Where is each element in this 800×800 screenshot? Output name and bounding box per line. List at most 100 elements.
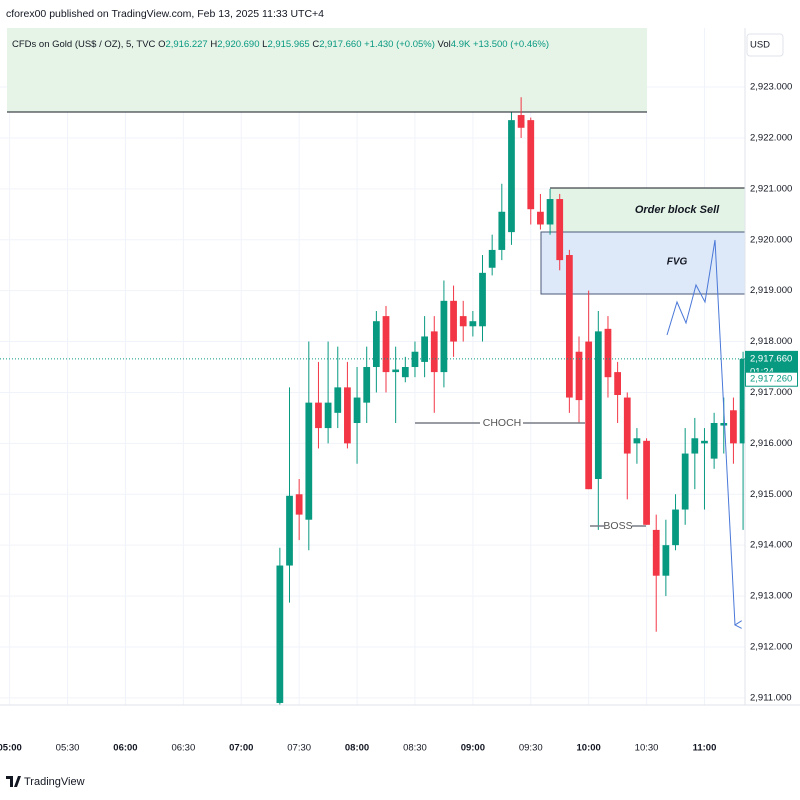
logo-icon [6,776,21,787]
candle-body [614,372,621,396]
legend-value: 4.9K [451,39,471,50]
candle-body [710,423,718,459]
y-tick-label: 2,919.000 [750,285,792,296]
legend-key: O [158,39,165,50]
legend: CFDs on Gold (US$ / OZ), 5, TVC O2,916.2… [12,39,549,50]
y-tick-label: 2,923.000 [750,82,792,93]
legend-symbol: CFDs on Gold (US$ / OZ), 5, TVC [12,39,156,50]
candle-body [469,321,477,327]
candle-body [546,199,554,225]
candle-body [450,300,457,342]
x-tick-label: 05:00 [0,743,22,754]
legend-change: +1.430 (+0.05%) [364,39,435,50]
y-tick-label: 2,912.000 [750,641,792,652]
candle-body [565,255,573,398]
currency[interactable]: USD [750,40,770,51]
legend-value: 2,920.690 [217,39,259,50]
y-tick-label: 2,911.000 [750,692,792,703]
candle-body [691,438,699,454]
price-tag-label: 2,917.660 [750,353,792,364]
x-tick-label: 06:00 [113,743,137,754]
x-tick-label: 08:00 [345,743,369,754]
logo-text: TradingView [24,776,85,788]
price-tag-label: 2,917.260 [750,374,792,385]
order-block-label: Order block Sell [635,204,720,216]
y-tick-label: 2,917.000 [750,387,792,398]
candle-body [411,351,419,368]
candle-body [527,120,535,210]
candle-body [488,249,496,268]
candle-body [720,423,728,426]
legend-key: C [312,39,319,50]
candle-body [633,438,641,444]
candle-body [305,402,313,520]
zone [7,28,647,112]
boss-label: BOSS [603,520,632,532]
candle-body [459,316,467,327]
candle-body [623,397,631,454]
fvg-label: FVG [667,257,688,268]
candle-body [701,440,708,444]
candle-body [681,453,689,510]
x-tick-label: 07:30 [287,743,311,754]
candle-body [372,321,380,368]
candle-body [662,545,670,576]
candle-body [324,402,332,429]
candle-body [430,331,438,373]
choch: CHOCH [415,417,585,429]
y-tick-label: 2,915.000 [750,489,792,500]
candle-body [479,272,486,327]
legend-key: Vol [438,39,451,50]
candle-body [643,440,650,525]
legend-key: H [210,39,217,50]
candle-body [392,369,400,373]
header: cforex00 published on TradingView.com, F… [6,8,324,20]
x-tick-label: 08:30 [403,743,427,754]
x-tick-label: 06:30 [171,743,195,754]
candle-body [575,351,583,401]
candle-body [353,397,361,424]
x-tick-label: 10:00 [577,743,601,754]
y-tick-label: 2,913.000 [750,591,792,602]
y-tick-label: 2,922.000 [750,132,792,143]
candle-body [498,211,506,250]
boss: BOSS [590,520,646,532]
candle-body [401,367,409,378]
y-tick-label: 2,921.000 [750,183,792,194]
candle-body [382,316,390,373]
candle-body [334,387,342,413]
price-tag [745,371,798,387]
x-tick-label: 07:00 [229,743,253,754]
order-block [550,188,745,232]
candle-body [315,402,322,429]
candle-body [594,331,602,479]
candle-body [286,495,293,566]
candle-body [604,328,612,378]
x-tick-label: 11:00 [693,743,717,754]
candle-body [440,300,448,373]
candle-body [739,358,745,444]
candle-body [508,120,515,233]
candle-body [517,115,525,128]
choch-label: CHOCH [483,417,522,429]
legend-value: 2,915.965 [267,39,309,50]
x-tick-label: 09:30 [519,743,543,754]
candle-body [537,211,544,225]
x-tick-label: 09:00 [461,743,485,754]
legend-value: 2,916.227 [165,39,207,50]
currency-button[interactable] [746,33,784,57]
x-tick-label: 10:30 [635,743,659,754]
y-tick-label: 2,920.000 [750,234,792,245]
candle-body [585,341,593,490]
candle-body [344,387,351,444]
candle-body [730,410,737,444]
logo: TradingView [6,776,85,788]
candle-body [363,367,371,403]
y-tick-label: 2,914.000 [750,540,792,551]
y-tick-label: 2,918.000 [750,336,792,347]
candle-body [276,565,284,703]
projection-arrow [666,239,735,625]
candle-body [652,529,660,576]
